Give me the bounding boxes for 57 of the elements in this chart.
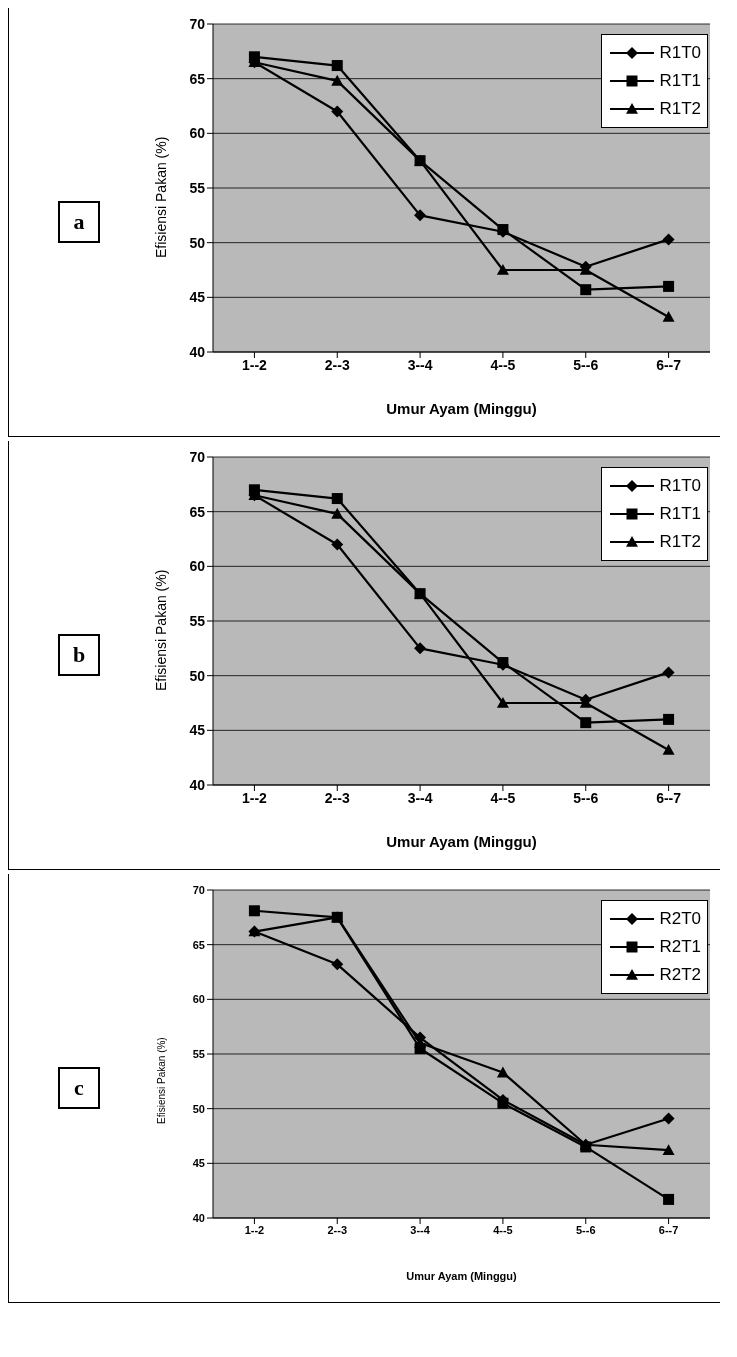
y-tick-label: 65 bbox=[192, 938, 205, 951]
text: a bbox=[58, 201, 100, 243]
y-tick-label: 50 bbox=[192, 1102, 205, 1115]
y-tick-label: 55 bbox=[192, 1047, 205, 1060]
legend-label: R1T1 bbox=[659, 70, 701, 92]
y-tick-label: 70 bbox=[189, 448, 206, 465]
x-tick-label: 4--5 bbox=[490, 789, 516, 806]
x-tick-label: 6--7 bbox=[658, 1223, 679, 1236]
y-tick-label: 50 bbox=[189, 234, 206, 251]
x-axis-title: Umur Ayam (Minggu) bbox=[386, 400, 537, 417]
text: b bbox=[58, 634, 100, 676]
y-tick-label: 55 bbox=[189, 612, 206, 629]
y-axis-title: Efisiensi Pakan (%) bbox=[152, 569, 169, 691]
y-tick-label: 45 bbox=[192, 1157, 205, 1170]
y-tick-label: 60 bbox=[192, 993, 205, 1006]
x-tick-label: 2--3 bbox=[324, 356, 350, 373]
x-tick-label: 6--7 bbox=[656, 789, 682, 806]
y-tick-label: 55 bbox=[189, 179, 206, 196]
y-axis-title: Efisiensi Pakan (%) bbox=[152, 136, 169, 258]
y-tick-label: 40 bbox=[189, 776, 206, 793]
y-tick-label: 40 bbox=[192, 1211, 205, 1224]
y-tick-label: 70 bbox=[189, 15, 206, 32]
x-tick-label: 6--7 bbox=[656, 356, 682, 373]
x-tick-label: 3--4 bbox=[410, 1223, 431, 1236]
y-axis-title: Efisiensi Pakan (%) bbox=[155, 1037, 167, 1124]
y-tick-label: 45 bbox=[189, 289, 206, 306]
x-tick-label: 3--4 bbox=[407, 356, 433, 373]
legend-label: R1T1 bbox=[659, 503, 701, 525]
legend-label: R2T1 bbox=[659, 936, 701, 958]
x-tick-label: 1--2 bbox=[244, 1223, 265, 1236]
x-tick-label: 3--4 bbox=[407, 789, 433, 806]
y-tick-label: 65 bbox=[189, 70, 206, 87]
y-tick-label: 45 bbox=[189, 722, 206, 739]
x-tick-label: 5--6 bbox=[573, 356, 599, 373]
y-tick-label: 40 bbox=[189, 343, 206, 360]
x-tick-label: 4--5 bbox=[493, 1223, 513, 1236]
x-tick-label: 5--6 bbox=[575, 1223, 596, 1236]
x-tick-label: 4--5 bbox=[490, 356, 516, 373]
y-tick-label: 60 bbox=[189, 558, 206, 575]
x-tick-label: 2--3 bbox=[324, 789, 350, 806]
y-tick-label: 60 bbox=[189, 125, 206, 142]
y-tick-label: 70 bbox=[192, 883, 205, 896]
text: c bbox=[58, 1067, 100, 1109]
legend-label: R2T2 bbox=[659, 964, 701, 986]
y-tick-label: 65 bbox=[189, 503, 206, 520]
x-tick-label: 5--6 bbox=[573, 789, 599, 806]
legend-label: R1T2 bbox=[659, 531, 701, 553]
legend-label: R1T2 bbox=[659, 98, 701, 120]
x-tick-label: 1--2 bbox=[241, 789, 268, 806]
x-tick-label: 2--3 bbox=[327, 1223, 348, 1236]
legend-label: R2T0 bbox=[659, 908, 701, 930]
x-axis-title: Umur Ayam (Minggu) bbox=[386, 833, 537, 850]
x-tick-label: 1--2 bbox=[241, 356, 268, 373]
y-tick-label: 50 bbox=[189, 667, 206, 684]
x-axis-title: Umur Ayam (Minggu) bbox=[406, 1270, 518, 1282]
legend-label: R1T0 bbox=[659, 475, 701, 497]
legend-label: R1T0 bbox=[659, 42, 701, 64]
